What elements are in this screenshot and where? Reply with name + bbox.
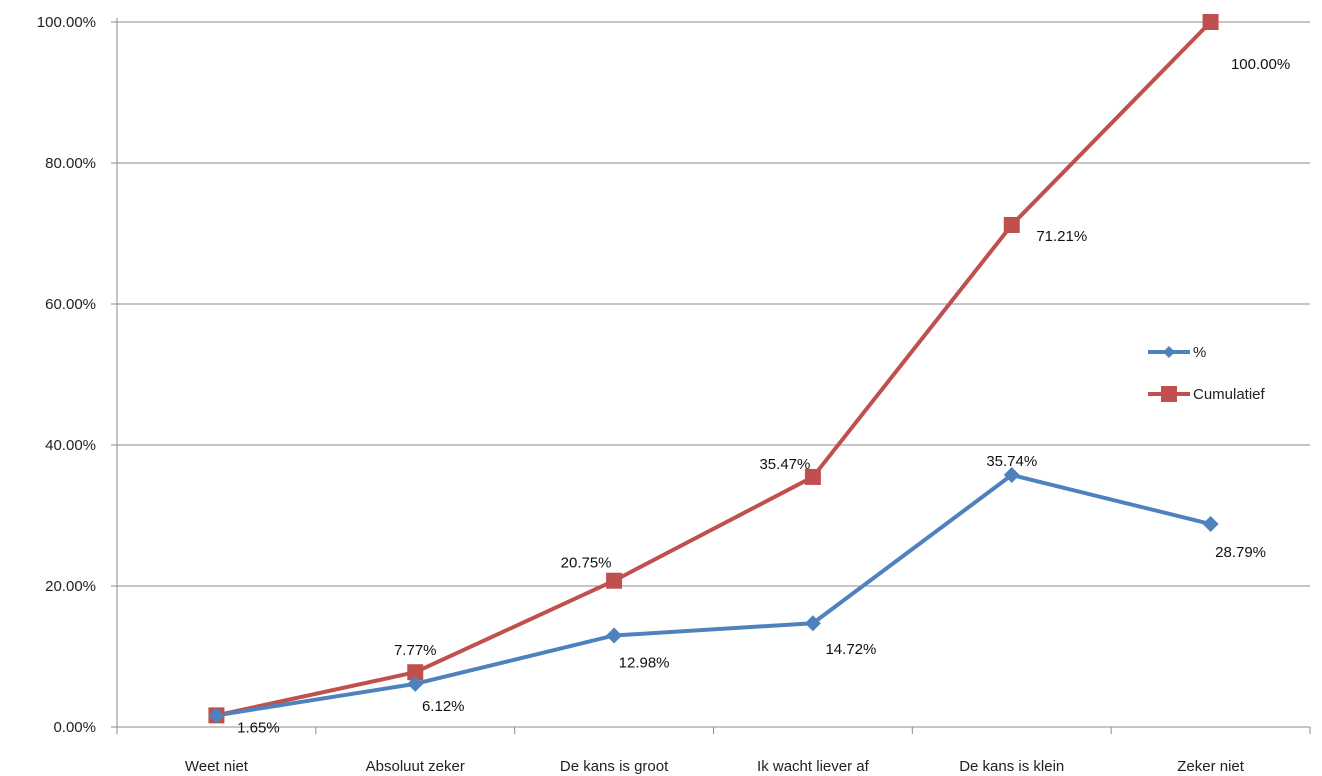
series-line bbox=[215, 20, 1213, 718]
data-point bbox=[407, 675, 424, 692]
y-tick-label: 100.00% bbox=[37, 14, 96, 31]
data-point bbox=[407, 664, 424, 681]
series-line bbox=[216, 473, 1212, 718]
y-tick-label: 20.00% bbox=[45, 578, 96, 595]
legend-marker bbox=[1163, 346, 1175, 358]
y-tick-label: 40.00% bbox=[45, 437, 96, 454]
legend-label: % bbox=[1193, 344, 1206, 361]
data-label: 28.79% bbox=[1215, 544, 1266, 561]
data-point bbox=[1202, 516, 1219, 533]
data-point bbox=[208, 707, 225, 724]
data-point bbox=[1202, 14, 1219, 30]
series-markers bbox=[208, 14, 1219, 724]
y-tick-labels: 0.00% 20.00% 40.00% 60.00% 80.00% 100.00% bbox=[37, 14, 96, 736]
legend-label: Cumulatief bbox=[1193, 386, 1266, 403]
data-label: 1.65% bbox=[237, 719, 280, 736]
x-tick-label: Zeker niet bbox=[1177, 758, 1245, 775]
data-point bbox=[1003, 467, 1020, 484]
data-label: 100.00% bbox=[1231, 56, 1290, 73]
data-point bbox=[606, 572, 623, 589]
data-label: 14.72% bbox=[825, 641, 876, 658]
y-tick-label: 80.00% bbox=[45, 155, 96, 172]
data-label: 71.21% bbox=[1036, 228, 1087, 245]
x-tick-label: Ik wacht liever af bbox=[757, 758, 870, 775]
y-tick-label: 0.00% bbox=[53, 719, 96, 736]
data-label: 20.75% bbox=[561, 555, 612, 572]
x-tick-label: De kans is klein bbox=[959, 758, 1064, 775]
x-tick-label: Weet niet bbox=[185, 758, 249, 775]
data-label: 7.77% bbox=[394, 642, 437, 659]
data-label: 35.74% bbox=[986, 453, 1037, 470]
series-lines bbox=[215, 20, 1213, 718]
data-point bbox=[804, 615, 821, 632]
x-tick-label: De kans is groot bbox=[560, 758, 669, 775]
data-point bbox=[804, 468, 821, 485]
data-labels: 6.12% 12.98% 14.72% 35.74% 28.79% 1.65% 7.77% 2… bbox=[237, 56, 1290, 736]
x-tick-label: Absoluut zeker bbox=[366, 758, 465, 775]
y-tick-label: 60.00% bbox=[45, 296, 96, 313]
axes bbox=[111, 18, 1311, 734]
legend: % Cumulatief bbox=[1148, 344, 1266, 403]
data-label: 6.12% bbox=[422, 698, 465, 715]
gridlines bbox=[117, 21, 1310, 587]
data-label: 12.98% bbox=[619, 654, 670, 671]
legend-marker bbox=[1161, 386, 1177, 402]
x-tick-labels: Weet niet Absoluut zeker De kans is groot I… bbox=[185, 758, 1245, 775]
data-point bbox=[1003, 216, 1020, 233]
data-label: 35.47% bbox=[759, 456, 810, 473]
data-point bbox=[606, 627, 623, 644]
